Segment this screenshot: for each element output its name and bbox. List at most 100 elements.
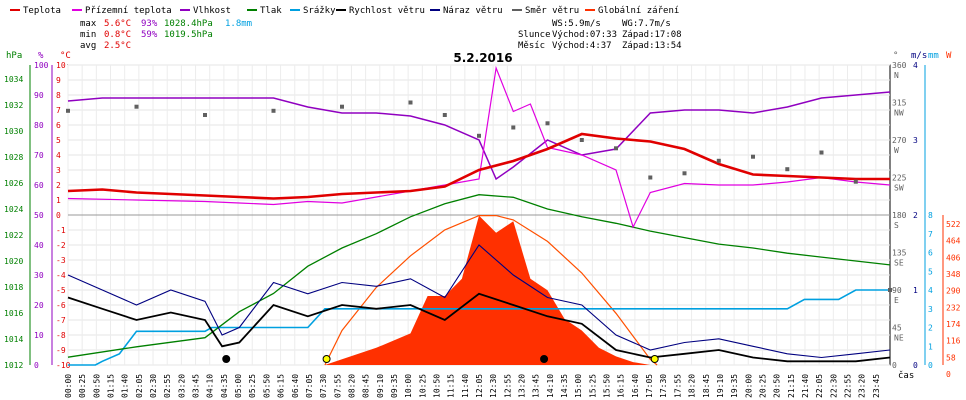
series-wind-direction-point — [442, 113, 447, 117]
dir-letter-label: E — [894, 296, 899, 305]
x-tick-label: 15:50 — [603, 374, 612, 398]
pct-tick-label: 60 — [34, 181, 44, 190]
pct-tick-label: 100 — [34, 61, 49, 70]
unit-degc: °C — [60, 51, 71, 61]
mm-tick-label: 2 — [928, 324, 933, 333]
hpa-tick-label: 1022 — [4, 231, 23, 240]
series-wind-direction-point — [203, 113, 207, 117]
stat-min-press: 1019.5hPa — [164, 30, 213, 40]
sun-moon-markers — [222, 355, 659, 363]
x-tick-label: 06:40 — [291, 374, 300, 398]
dir-tick-label: 225 — [892, 174, 907, 183]
pct-tick-label: 20 — [34, 301, 44, 310]
x-tick-label: 02:05 — [135, 374, 144, 398]
axes: 00:00 00:25 00:50 01:15 01:40 02:05 02:30 02:55… — [4, 61, 961, 398]
x-tick-label: 04:10 — [206, 374, 215, 398]
series-radiation-area — [324, 215, 658, 365]
dir-tick-label: 360 — [892, 61, 907, 70]
unit-mm: mm — [928, 51, 939, 61]
w-tick-label: 406 — [946, 253, 961, 262]
unit-hpa: hPa — [6, 51, 22, 61]
pct-tick-label: 0 — [34, 361, 39, 370]
dir-letter-label: NW — [894, 109, 904, 118]
x-tick-label: 22:55 — [843, 374, 852, 398]
x-tick-label: 09:35 — [390, 374, 399, 398]
degc-tick-label: 2 — [56, 181, 61, 190]
x-tick-label: 22:05 — [815, 374, 824, 398]
x-tick-label: 21:40 — [801, 374, 810, 398]
x-tick-label: 09:10 — [376, 374, 385, 398]
legend-label: Srážky — [303, 6, 336, 16]
ms-tick-label: 1 — [913, 286, 918, 295]
mm-tick-label: 5 — [928, 267, 933, 276]
x-tick-label: 07:55 — [333, 374, 342, 398]
hpa-tick-label: 1028 — [4, 153, 23, 162]
pct-tick-label: 80 — [34, 121, 44, 130]
series-wind-direction-point — [511, 125, 516, 130]
stat-max-hum: 93% — [141, 19, 158, 29]
dir-tick-label: 0 — [892, 361, 897, 370]
dir-letter-label: NE — [894, 334, 904, 343]
info-moon-set: Západ:13:54 — [622, 41, 682, 51]
hpa-tick-label: 1030 — [4, 127, 23, 136]
sunrise-marker — [322, 355, 331, 363]
mm-tick-label: 1 — [928, 342, 933, 351]
x-tick-label: 18:45 — [702, 374, 711, 398]
x-tick-label: 17:05 — [645, 374, 654, 398]
series-wind-direction-point — [66, 108, 70, 113]
degc-tick-label: -5 — [56, 286, 66, 295]
x-tick-label: 12:05 — [475, 374, 484, 398]
x-tick-label: 00:25 — [78, 374, 87, 398]
hpa-tick-label: 1018 — [4, 283, 23, 292]
x-tick-label: 04:35 — [220, 374, 229, 398]
dir-letter-label: SE — [894, 259, 904, 268]
pct-tick-label: 90 — [34, 91, 44, 100]
legend-label: Rychlost větru — [349, 6, 425, 16]
mm-tick-label: 3 — [928, 305, 933, 314]
stat-min-hum: 59% — [141, 30, 158, 40]
dir-tick-label: 135 — [892, 249, 907, 258]
degc-tick-label: 7 — [56, 106, 61, 115]
legend-label: Globální záření — [598, 6, 679, 16]
degc-tick-label: -3 — [56, 256, 66, 265]
degc-tick-label: 5 — [56, 136, 61, 145]
x-tick-label: 14:10 — [546, 374, 555, 398]
degc-tick-label: -7 — [56, 316, 66, 325]
info-block: WS:5.9m/s WG:7.7m/s Slunce Východ:07:33 … — [518, 19, 682, 51]
unit-ms: m/s — [911, 51, 927, 61]
x-tick-label: 14:35 — [560, 374, 569, 398]
series-wind-direction-point — [819, 150, 824, 155]
pct-tick-label: 40 — [34, 241, 44, 250]
legend-label: Tlak — [260, 6, 282, 16]
dir-tick-label: 45 — [892, 324, 902, 333]
w-tick-label: 0 — [946, 370, 951, 379]
stat-max-press: 1028.4hPa — [164, 19, 213, 29]
stat-min-temp: 0.8°C — [104, 30, 131, 40]
x-tick-label: 23:20 — [858, 374, 867, 398]
degc-tick-label: 1 — [56, 196, 61, 205]
series-ground-temp-line — [67, 65, 891, 229]
series-wind-direction-point — [785, 167, 790, 172]
dir-letter-label: W — [894, 146, 899, 155]
x-tick-label: 22:30 — [829, 374, 838, 398]
degc-tick-label: -9 — [56, 346, 66, 355]
x-tick-label: 13:20 — [518, 374, 527, 398]
dir-tick-label: 270 — [892, 136, 907, 145]
degc-tick-label: 10 — [56, 61, 66, 70]
series-wind-direction-point — [340, 104, 344, 109]
x-tick-label: 05:00 — [234, 374, 243, 398]
x-tick-label: 21:15 — [787, 374, 796, 398]
x-tick-label: 20:25 — [758, 374, 767, 398]
x-tick-label: 01:15 — [107, 374, 116, 398]
series-wind-direction-point — [716, 158, 721, 163]
w-tick-label: 522 — [946, 220, 961, 229]
hpa-tick-label: 1020 — [4, 257, 23, 266]
degc-tick-label: -6 — [56, 301, 66, 310]
stat-avg-label: avg — [80, 41, 96, 51]
info-ws: WS:5.9m/s — [552, 19, 601, 29]
x-tick-label: 11:40 — [461, 374, 470, 398]
x-tick-label: 19:10 — [716, 374, 725, 398]
degc-tick-label: 4 — [56, 151, 61, 160]
x-tick-label: 15:00 — [574, 374, 583, 398]
x-tick-label: 07:05 — [305, 374, 314, 398]
